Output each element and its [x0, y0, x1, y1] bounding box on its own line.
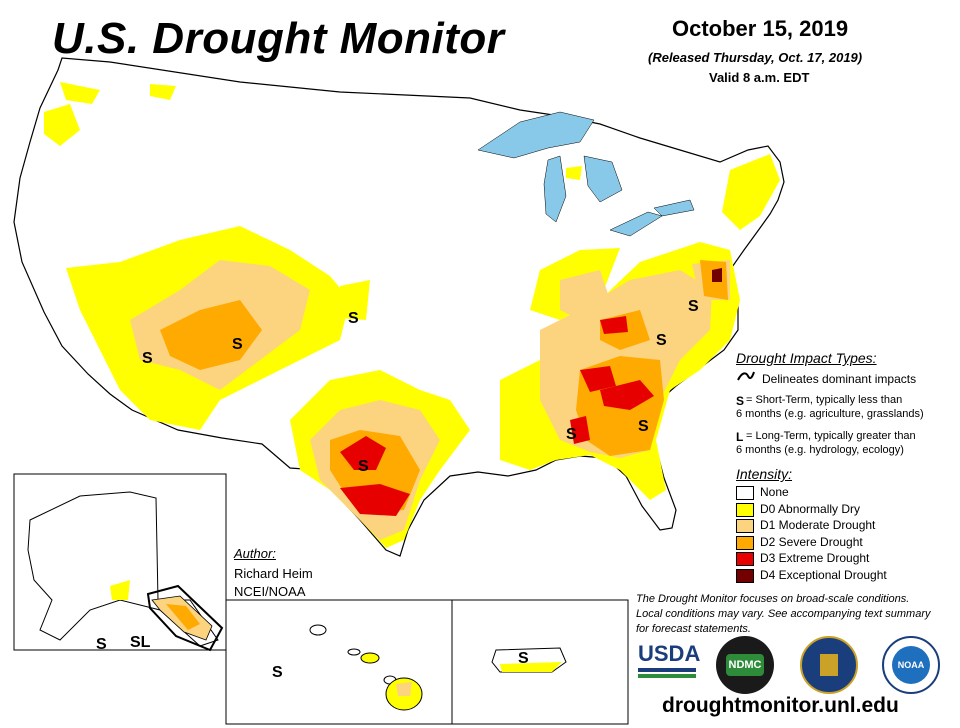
intensity-swatch [736, 486, 754, 500]
hawaii-inset [225, 599, 453, 725]
website-url[interactable]: droughtmonitor.unl.edu [662, 694, 899, 717]
valid-time: Valid 8 a.m. EDT [709, 70, 810, 85]
impact-label-s: S [272, 664, 283, 681]
note-line: Local conditions may vary. See accompany… [636, 608, 931, 620]
long-term-text: = Long-Term, typically greater than [746, 430, 916, 442]
d4-areas [712, 268, 722, 282]
short-term-text: = Short-Term, typically less than [746, 394, 903, 406]
commerce-seal-icon [800, 636, 858, 694]
intensity-label: D0 Abnormally Dry [760, 501, 861, 516]
intensity-label: D1 Moderate Drought [760, 518, 876, 532]
impact-line-icon [737, 371, 755, 381]
impact-label-s: S [688, 298, 699, 315]
intensity-heading: Intensity: [736, 466, 793, 482]
alaska-d0 [110, 580, 130, 600]
impact-delineates-text: Delineates dominant impacts [762, 372, 917, 386]
map-date: October 15, 2019 [672, 16, 849, 41]
d3-areas [340, 316, 654, 516]
hawaii-d1 [396, 682, 412, 696]
ndmc-logo: NDMC [716, 636, 774, 694]
intensity-swatch [736, 552, 754, 566]
impact-types-heading: Drought Impact Types: [736, 350, 877, 366]
impact-label-s: S [638, 418, 649, 435]
intensity-label: None [760, 485, 789, 499]
alaska-panhandle-d2 [166, 604, 200, 630]
author-name: Richard Heim [234, 566, 313, 581]
impact-label-sl: SL [130, 634, 151, 651]
lake-michigan-water [543, 155, 567, 223]
long-term-text: 6 months (e.g. hydrology, ecology) [736, 444, 904, 456]
short-term-key: S [736, 394, 745, 408]
short-term-text: 6 months (e.g. agriculture, grasslands) [736, 408, 924, 420]
disclaimer-note: The Drought Monitor focuses on broad-sca… [636, 592, 946, 637]
intensity-label: D3 Extreme Drought [760, 551, 870, 565]
impact-label-s: S [348, 310, 359, 327]
intensity-label: D4 Exceptional Drought [760, 567, 887, 582]
intensity-swatch [736, 519, 754, 533]
impact-label-s: S [518, 650, 529, 667]
impact-label-s: S [232, 336, 243, 353]
page-title: U.S. Drought Monitor [52, 14, 505, 63]
usda-logo-text: USDA [638, 641, 701, 666]
ndmc-logo-text: NDMC [726, 654, 764, 676]
noaa-logo-text: NOAA [892, 646, 930, 684]
great-lakes-water [477, 111, 595, 159]
lake-ontario-water [653, 199, 695, 217]
impact-label-s: S [96, 636, 107, 653]
puerto-rico-d0 [500, 662, 562, 672]
impact-label-s: S [656, 332, 667, 349]
note-line: The Drought Monitor focuses on broad-sca… [636, 593, 910, 605]
alaska-outline-impact [146, 584, 224, 652]
release-date: (Released Thursday, Oct. 17, 2019) [648, 50, 863, 65]
usda-logo: USDA [638, 641, 701, 682]
long-term-key: L [736, 430, 744, 444]
intensity-label: D2 Severe Drought [760, 534, 863, 549]
author-org: NCEI/NOAA [234, 584, 306, 599]
impact-label-s: S [566, 426, 577, 443]
author-heading: Author: [234, 546, 276, 561]
impact-label-s: S [142, 350, 153, 367]
note-line: for forecast statements. [636, 623, 751, 635]
impact-label-s: S [358, 458, 369, 475]
intensity-swatch [736, 535, 754, 550]
noaa-logo: NOAA [882, 636, 940, 694]
intensity-swatch [736, 568, 754, 583]
lake-huron-water [583, 155, 623, 203]
intensity-swatch [736, 502, 754, 517]
